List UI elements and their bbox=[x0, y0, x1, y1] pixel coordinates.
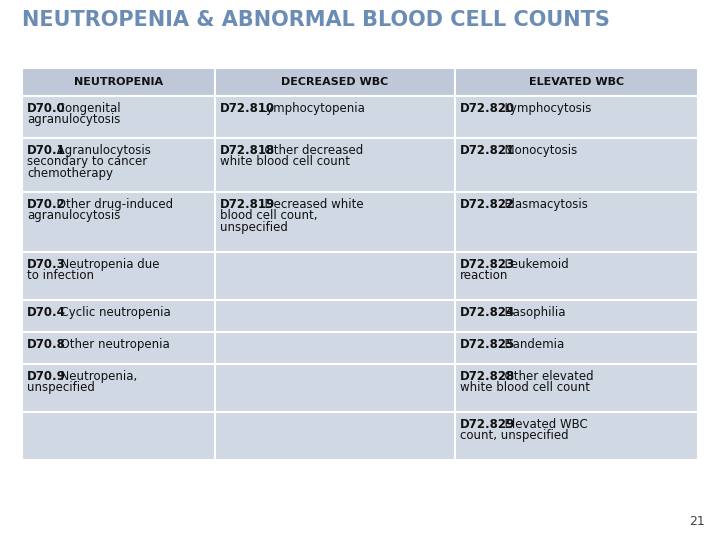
Text: D70.3: D70.3 bbox=[27, 258, 66, 271]
Text: Cyclic neutropenia: Cyclic neutropenia bbox=[53, 306, 171, 319]
Text: secondary to cancer: secondary to cancer bbox=[27, 156, 148, 168]
Text: unspecified: unspecified bbox=[27, 381, 95, 395]
Text: NEUTROPENIA: NEUTROPENIA bbox=[73, 77, 163, 87]
Text: Elevated WBC: Elevated WBC bbox=[497, 418, 588, 431]
Text: D72.821: D72.821 bbox=[459, 144, 515, 157]
Bar bbox=[454, 138, 698, 192]
Bar bbox=[215, 96, 454, 138]
Bar bbox=[22, 252, 215, 300]
Text: blood cell count,: blood cell count, bbox=[220, 210, 317, 222]
Text: Decreased white: Decreased white bbox=[256, 198, 363, 211]
Text: D70.9: D70.9 bbox=[27, 370, 66, 383]
Text: 21: 21 bbox=[689, 515, 705, 528]
Bar bbox=[454, 252, 698, 300]
Bar bbox=[22, 68, 215, 96]
Text: D72.823: D72.823 bbox=[459, 258, 515, 271]
Bar bbox=[22, 96, 215, 138]
Bar bbox=[454, 412, 698, 460]
Bar bbox=[22, 332, 215, 364]
Text: Agranulocytosis: Agranulocytosis bbox=[53, 144, 151, 157]
Bar bbox=[215, 68, 454, 96]
Text: chemotherapy: chemotherapy bbox=[27, 167, 113, 180]
Text: agranulocytosis: agranulocytosis bbox=[27, 210, 120, 222]
Text: Other decreased: Other decreased bbox=[256, 144, 363, 157]
Text: Other elevated: Other elevated bbox=[497, 370, 593, 383]
Bar bbox=[215, 364, 454, 412]
Text: reaction: reaction bbox=[459, 269, 508, 282]
Text: D72.825: D72.825 bbox=[459, 338, 515, 351]
Bar bbox=[215, 300, 454, 332]
Text: D72.820: D72.820 bbox=[459, 102, 515, 115]
Bar bbox=[22, 192, 215, 252]
Text: Leukemoid: Leukemoid bbox=[497, 258, 568, 271]
Text: Plasmacytosis: Plasmacytosis bbox=[497, 198, 588, 211]
Text: D70.1: D70.1 bbox=[27, 144, 66, 157]
Bar bbox=[454, 300, 698, 332]
Bar bbox=[22, 138, 215, 192]
Text: to infection: to infection bbox=[27, 269, 94, 282]
Text: D70.8: D70.8 bbox=[27, 338, 66, 351]
Text: NEUTROPENIA & ABNORMAL BLOOD CELL COUNTS: NEUTROPENIA & ABNORMAL BLOOD CELL COUNTS bbox=[22, 10, 610, 30]
Text: D72.810: D72.810 bbox=[220, 102, 275, 115]
Bar bbox=[215, 138, 454, 192]
Text: agranulocytosis: agranulocytosis bbox=[27, 113, 120, 126]
Text: unspecified: unspecified bbox=[220, 221, 287, 234]
Bar bbox=[215, 192, 454, 252]
Text: D72.822: D72.822 bbox=[459, 198, 515, 211]
Text: Other neutropenia: Other neutropenia bbox=[53, 338, 170, 351]
Text: DECREASED WBC: DECREASED WBC bbox=[281, 77, 388, 87]
Text: D70.4: D70.4 bbox=[27, 306, 66, 319]
Text: Bandemia: Bandemia bbox=[497, 338, 564, 351]
Bar bbox=[454, 332, 698, 364]
Bar bbox=[215, 412, 454, 460]
Text: D72.828: D72.828 bbox=[459, 370, 515, 383]
Bar bbox=[454, 192, 698, 252]
Bar bbox=[215, 252, 454, 300]
Text: Congenital: Congenital bbox=[53, 102, 121, 115]
Text: Lymphocytopenia: Lymphocytopenia bbox=[256, 102, 364, 115]
Bar bbox=[454, 96, 698, 138]
Bar bbox=[215, 332, 454, 364]
Text: count, unspecified: count, unspecified bbox=[459, 429, 568, 442]
Bar bbox=[22, 412, 215, 460]
Text: Neutropenia,: Neutropenia, bbox=[53, 370, 138, 383]
Text: Lymphocytosis: Lymphocytosis bbox=[497, 102, 591, 115]
Text: white blood cell count: white blood cell count bbox=[220, 156, 350, 168]
Bar bbox=[454, 68, 698, 96]
Text: Other drug-induced: Other drug-induced bbox=[53, 198, 174, 211]
Text: Neutropenia due: Neutropenia due bbox=[53, 258, 160, 271]
Text: D72.818: D72.818 bbox=[220, 144, 275, 157]
Text: D72.819: D72.819 bbox=[220, 198, 275, 211]
Text: Monocytosis: Monocytosis bbox=[497, 144, 577, 157]
Text: D72.829: D72.829 bbox=[459, 418, 515, 431]
Text: D70.2: D70.2 bbox=[27, 198, 66, 211]
Text: D72.824: D72.824 bbox=[459, 306, 515, 319]
Bar bbox=[454, 364, 698, 412]
Bar bbox=[22, 364, 215, 412]
Text: Basophilia: Basophilia bbox=[497, 306, 565, 319]
Text: ELEVATED WBC: ELEVATED WBC bbox=[528, 77, 624, 87]
Text: D70.0: D70.0 bbox=[27, 102, 66, 115]
Text: white blood cell count: white blood cell count bbox=[459, 381, 590, 395]
Bar bbox=[22, 300, 215, 332]
